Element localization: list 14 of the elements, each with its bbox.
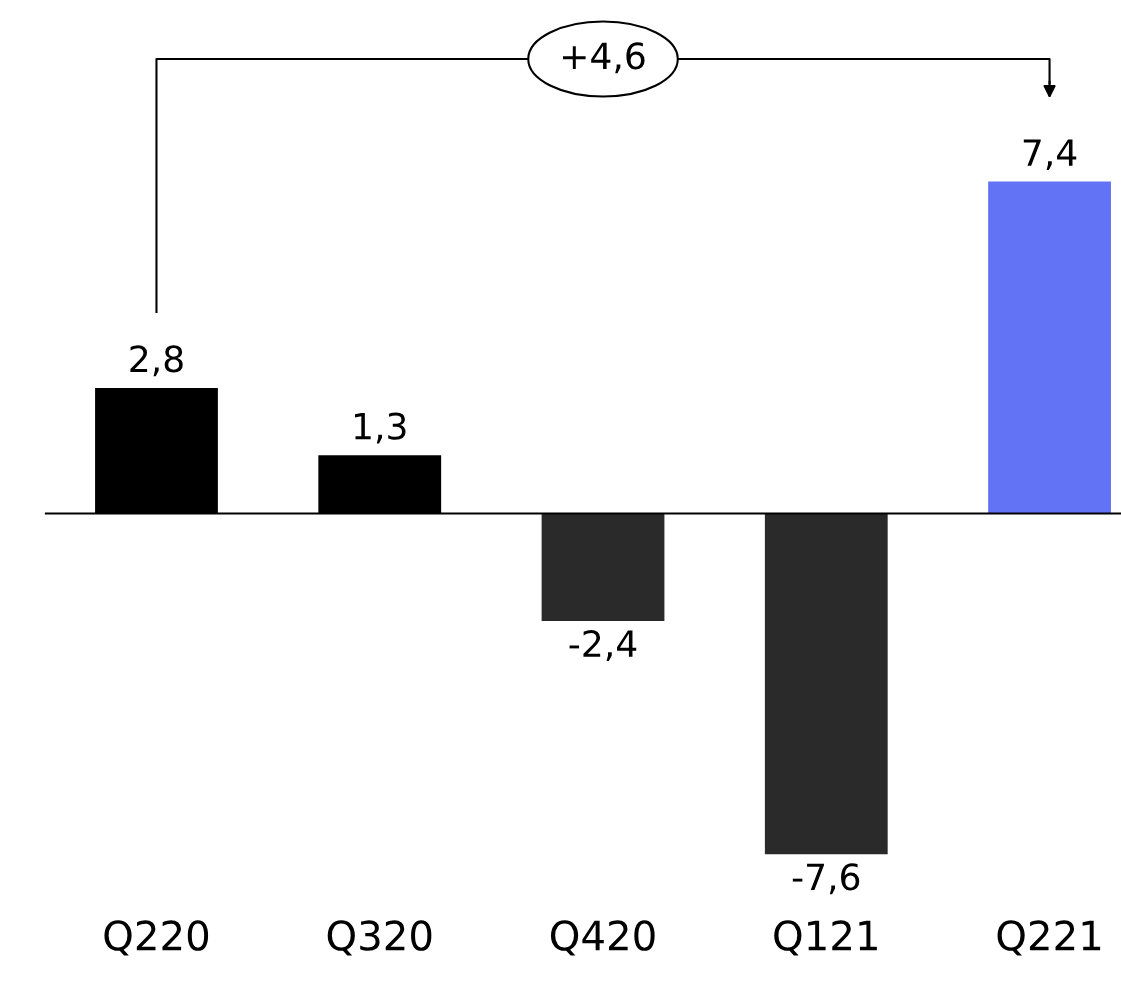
data-label: -2,4 [569,630,637,662]
data-label: 1,3 [355,412,406,444]
x-tick-label: Q320 [327,920,432,956]
data-label: -7,6 [792,863,860,895]
bar [988,181,1111,514]
x-tick-label: Q121 [774,920,877,956]
data-label: 2,8 [130,345,183,377]
x-tick-label: Q220 [104,920,209,956]
data-label: 7,4 [1023,139,1077,170]
bar [541,513,665,622]
bar [764,513,888,855]
text: +4,6 [563,42,645,74]
x-tick-label: Q420 [550,920,655,956]
x-tick-label: Q221 [997,920,1101,956]
